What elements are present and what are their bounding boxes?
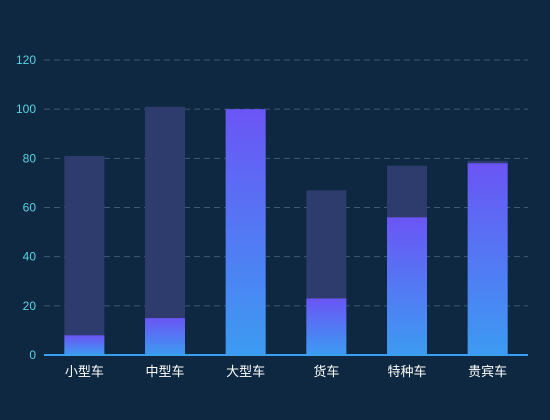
bar-background[interactable]: [145, 106, 185, 355]
bar-foreground[interactable]: [145, 318, 185, 355]
x-tick-label: 小型车: [65, 364, 104, 380]
bar-foreground[interactable]: [64, 335, 105, 355]
y-axis-ticks: 0 20 40 60 80 100 120: [16, 53, 36, 362]
x-tick-label: 特种车: [387, 364, 426, 380]
y-tick-label: 120: [16, 53, 36, 67]
y-tick-label: 60: [23, 201, 37, 215]
bar-foreground[interactable]: [467, 163, 508, 355]
grid-lines: [44, 59, 528, 307]
foreground-bars: [64, 109, 508, 356]
y-tick-label: 0: [29, 348, 36, 362]
y-tick-label: 40: [23, 250, 37, 264]
x-tick-label: 贵宾车: [468, 364, 507, 380]
background-bars: [64, 106, 508, 356]
y-tick-label: 100: [16, 102, 36, 116]
bar-foreground[interactable]: [387, 217, 427, 355]
bar-foreground[interactable]: [225, 109, 266, 356]
bar-background[interactable]: [64, 155, 105, 355]
x-tick-label: 大型车: [226, 364, 265, 380]
y-tick-label: 20: [23, 299, 37, 313]
x-axis-ticks: 小型车 中型车 大型车 货车 特种车 贵宾车: [65, 364, 507, 380]
y-tick-label: 80: [23, 151, 37, 165]
bar-foreground[interactable]: [306, 298, 347, 355]
x-tick-label: 货车: [313, 364, 339, 380]
x-tick-label: 中型车: [145, 364, 184, 380]
